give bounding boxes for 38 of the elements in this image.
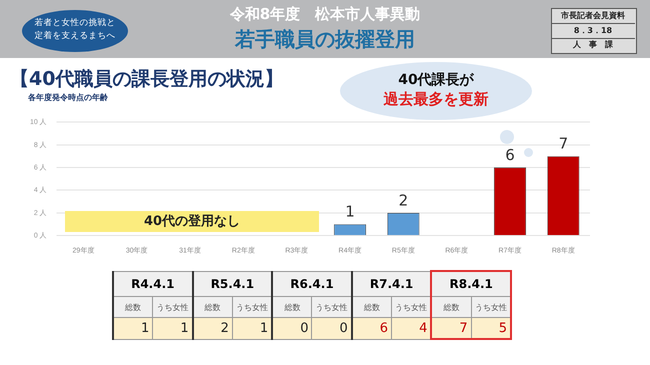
text: 1 bbox=[232, 318, 272, 339]
text: 総数 bbox=[272, 296, 312, 318]
text: うち女性 bbox=[471, 296, 511, 318]
text: うち女性 bbox=[232, 296, 272, 318]
text: 0 bbox=[312, 318, 352, 339]
data-label: 7 bbox=[558, 134, 568, 153]
text: 8．3．18 bbox=[551, 24, 635, 38]
text: 総数 bbox=[192, 296, 232, 318]
label-box: 40代の登用なし bbox=[64, 210, 320, 232]
chart-title: 【40代職員の課長登用の状況】 bbox=[10, 67, 284, 92]
text: 7 bbox=[431, 318, 472, 339]
text: 4 bbox=[392, 318, 432, 339]
text: 人 事 課 bbox=[572, 39, 614, 51]
text: 市長記者会見資料 bbox=[551, 9, 635, 24]
text: 1 bbox=[152, 318, 193, 339]
text: 総数 bbox=[352, 296, 392, 318]
text: 2 bbox=[192, 318, 232, 339]
text: 6 bbox=[352, 318, 392, 339]
text: 総数 bbox=[431, 296, 472, 318]
text: 若手職員の抜擢登用 bbox=[234, 26, 416, 53]
text: 定着を支えるまちへ bbox=[34, 30, 116, 43]
text: R7.4.1 bbox=[352, 271, 432, 296]
text: うち女性 bbox=[392, 296, 432, 318]
data-label: 1 bbox=[345, 202, 355, 221]
data-label: 6 bbox=[505, 146, 515, 164]
text: 若者と女性の挑戦と bbox=[34, 17, 116, 30]
text: うち女性 bbox=[312, 296, 352, 318]
text: R5.4.1 bbox=[192, 271, 272, 296]
text: 総数 bbox=[113, 296, 153, 318]
data-label: 2 bbox=[398, 191, 408, 210]
text: R6.4.1 bbox=[272, 271, 352, 296]
text: 1 bbox=[113, 318, 153, 339]
text: うち女性 bbox=[152, 296, 193, 318]
text: R4.4.1 bbox=[113, 271, 193, 296]
chart-subtitle: 各年度発令時点の年齢 bbox=[28, 92, 108, 103]
text: 0 bbox=[272, 318, 312, 339]
text: 令和8年度 松本市人事異動 bbox=[228, 5, 422, 24]
text: 5 bbox=[471, 318, 511, 339]
